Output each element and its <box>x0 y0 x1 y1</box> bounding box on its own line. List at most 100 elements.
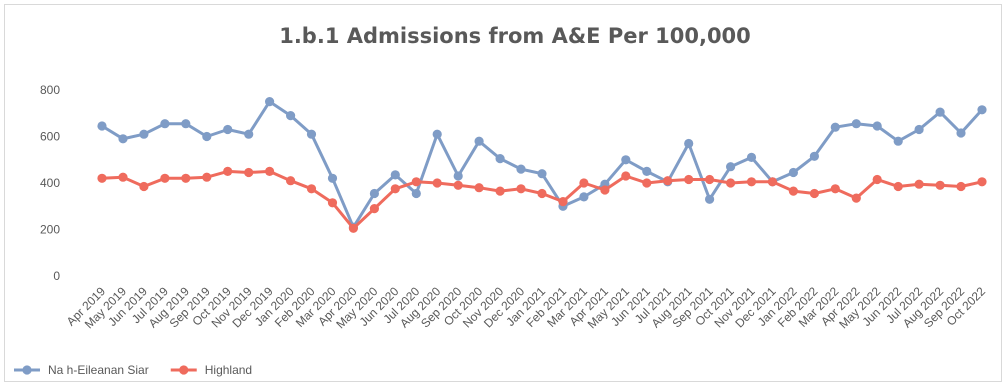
data-point <box>516 184 526 194</box>
data-point <box>788 167 799 178</box>
data-point <box>432 129 442 139</box>
data-point <box>977 177 987 187</box>
data-point <box>118 134 128 144</box>
data-point <box>788 186 799 196</box>
data-point <box>642 166 652 176</box>
y-tick-label: 0 <box>53 269 60 283</box>
data-point <box>642 178 652 188</box>
series-1 <box>97 166 987 233</box>
legend-marker <box>179 365 189 375</box>
data-point <box>97 173 107 183</box>
legend-item: Na h-Eileanan Siar <box>14 363 149 377</box>
data-point <box>893 136 903 146</box>
data-point <box>705 174 715 185</box>
data-point <box>160 119 170 129</box>
data-point <box>767 177 778 187</box>
data-point <box>663 176 673 186</box>
data-point <box>265 97 275 107</box>
data-point <box>621 171 631 181</box>
data-point <box>390 184 400 194</box>
data-point <box>118 172 128 182</box>
data-point <box>223 166 233 176</box>
y-tick-label: 200 <box>40 223 60 237</box>
data-point <box>977 105 987 115</box>
legend-label: Highland <box>205 363 252 377</box>
data-point <box>914 179 924 189</box>
data-point <box>202 172 212 182</box>
data-point <box>390 170 400 180</box>
series-0 <box>97 97 987 232</box>
data-point <box>139 129 149 139</box>
data-point <box>851 119 861 129</box>
data-point <box>893 181 903 192</box>
data-point <box>809 188 820 199</box>
data-point <box>956 181 966 192</box>
y-tick-label: 400 <box>40 176 60 190</box>
data-point <box>306 184 317 194</box>
data-point <box>306 129 317 139</box>
data-point <box>202 131 212 142</box>
data-point <box>872 121 882 131</box>
data-point <box>286 176 296 186</box>
legend-label: Na h-Eileanan Siar <box>48 363 149 377</box>
data-point <box>223 124 233 135</box>
data-point <box>369 204 379 214</box>
series-line <box>100 100 984 229</box>
data-point <box>684 174 694 185</box>
data-point <box>746 177 757 187</box>
data-point <box>411 188 421 199</box>
data-point <box>914 124 924 135</box>
data-point <box>474 136 484 146</box>
data-point <box>432 178 442 188</box>
data-point <box>935 107 945 117</box>
data-point <box>474 183 484 193</box>
data-point <box>621 155 631 165</box>
data-point <box>453 171 463 181</box>
data-point <box>726 178 736 188</box>
data-point <box>160 173 170 183</box>
y-axis: 0 200 400 600 800 <box>40 83 60 283</box>
data-point <box>726 162 736 172</box>
data-point <box>537 188 547 199</box>
data-point <box>872 174 882 185</box>
data-point <box>851 193 861 203</box>
data-point <box>935 180 945 190</box>
data-point <box>139 181 149 192</box>
data-point <box>746 152 757 162</box>
data-point <box>830 184 840 194</box>
data-point <box>244 167 254 178</box>
data-point <box>516 164 526 174</box>
data-point <box>705 194 715 204</box>
data-point <box>453 180 463 190</box>
data-point <box>244 129 254 139</box>
data-point <box>348 223 358 233</box>
data-point <box>830 122 840 132</box>
series-layer <box>97 97 987 233</box>
data-point <box>558 197 568 207</box>
data-point <box>265 166 275 176</box>
series-line <box>100 169 984 230</box>
data-point <box>537 169 547 179</box>
data-point <box>495 154 505 164</box>
legend-item: Highland <box>170 363 252 377</box>
data-point <box>579 178 589 188</box>
data-point <box>286 111 296 121</box>
data-point <box>327 198 338 208</box>
legend: Na h-Eileanan Siar Highland <box>14 363 252 377</box>
data-point <box>327 173 338 183</box>
data-point <box>684 138 694 149</box>
data-point <box>411 177 421 187</box>
legend-marker <box>22 365 32 375</box>
y-tick-label: 600 <box>40 130 60 144</box>
data-point <box>97 121 107 131</box>
data-point <box>600 185 610 195</box>
data-point <box>956 128 966 138</box>
data-point <box>579 192 589 202</box>
data-point <box>809 151 820 161</box>
y-tick-label: 800 <box>40 83 60 97</box>
data-point <box>369 188 379 199</box>
data-point <box>495 186 505 196</box>
data-point <box>181 119 191 129</box>
